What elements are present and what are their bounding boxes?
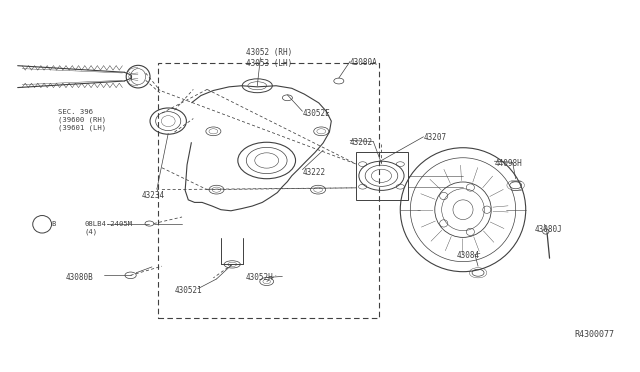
Text: 43234: 43234	[141, 190, 164, 200]
Text: 43080J: 43080J	[534, 225, 563, 234]
Text: 08LB4-2405M
(4): 08LB4-2405M (4)	[85, 221, 133, 235]
Text: 43052H: 43052H	[246, 273, 274, 282]
Bar	[356, 152, 408, 200]
Text: 43207: 43207	[424, 134, 447, 142]
Text: SEC. 396
(39600 (RH)
(39601 (LH): SEC. 396 (39600 (RH) (39601 (LH)	[58, 109, 106, 131]
Bar	[158, 63, 379, 318]
Text: 43222: 43222	[303, 168, 326, 177]
Text: 430521: 430521	[175, 286, 202, 295]
Text: 43080B: 43080B	[66, 273, 93, 282]
Text: 43084: 43084	[457, 251, 480, 260]
Text: 44098H: 44098H	[494, 159, 522, 168]
Text: 43080A: 43080A	[350, 58, 378, 67]
Text: R4300077: R4300077	[575, 330, 615, 339]
Text: 43202: 43202	[350, 138, 373, 147]
Text: 43052 (RH)
43053 (LH): 43052 (RH) 43053 (LH)	[246, 48, 292, 68]
Text: 43052E: 43052E	[303, 109, 330, 118]
Text: B: B	[51, 221, 56, 227]
